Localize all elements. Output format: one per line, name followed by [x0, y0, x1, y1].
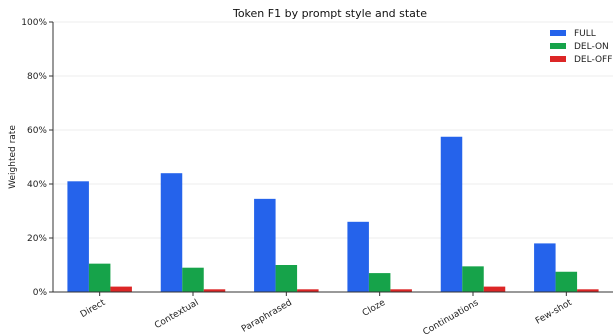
- legend-swatch-del-on: [550, 43, 566, 49]
- bar-full-direct: [67, 181, 89, 292]
- axes: [52, 22, 613, 293]
- x-tick-label: Paraphrased: [240, 298, 294, 334]
- bar-del-on-contextual: [182, 267, 204, 292]
- chart-title: Token F1 by prompt style and state: [232, 7, 427, 20]
- x-tick-label: Cloze: [361, 298, 388, 319]
- x-tick-label: Few-shot: [534, 298, 574, 327]
- legend-label-full: FULL: [574, 29, 596, 39]
- bar-del-on-paraphrased: [275, 265, 298, 292]
- bar-full-cloze: [347, 221, 369, 292]
- y-tick-label: 80%: [27, 72, 47, 82]
- bar-del-on-continuations: [462, 266, 484, 292]
- x-tick-label: Contextual: [153, 298, 200, 331]
- y-tick-label: 100%: [21, 18, 47, 28]
- bars: [67, 136, 599, 292]
- bar-del-off-contextual: [203, 289, 226, 292]
- y-tick-label: 20%: [27, 234, 47, 244]
- y-axis-label: Weighted rate: [8, 125, 18, 189]
- y-tick-label: 0%: [33, 288, 48, 298]
- bar-full-paraphrased: [254, 198, 276, 292]
- legend-label-del-off: DEL-OFF: [574, 55, 612, 65]
- x-tick-label: Continuations: [421, 298, 480, 334]
- legend-swatch-del-off: [550, 56, 566, 62]
- x-ticks: Direct Contextual Paraphrased Cloze Continua…: [79, 292, 574, 334]
- legend-swatch-full: [550, 30, 566, 36]
- bar-del-on-direct: [88, 263, 111, 292]
- y-tick-label: 40%: [27, 180, 47, 190]
- bar-del-off-paraphrased: [297, 289, 319, 292]
- legend-label-del-on: DEL-ON: [574, 42, 609, 52]
- bar-del-off-direct: [110, 286, 132, 292]
- bar-full-few-shot: [534, 243, 556, 292]
- y-ticks: 0% 20% 40% 60% 80% 100%: [21, 18, 53, 298]
- bar-del-on-cloze: [368, 273, 391, 292]
- bar-full-contextual: [160, 173, 183, 292]
- bar-full-continuations: [440, 136, 463, 292]
- bar-del-off-few-shot: [577, 289, 599, 292]
- legend: FULL DEL-ON DEL-OFF: [550, 29, 612, 65]
- x-tick-label: Direct: [79, 298, 108, 320]
- grid-lines: [53, 21, 613, 239]
- bar-del-off-cloze: [390, 289, 412, 292]
- y-tick-label: 60%: [27, 126, 47, 136]
- bar-del-on-few-shot: [555, 271, 578, 292]
- bar-del-off-continuations: [483, 286, 506, 292]
